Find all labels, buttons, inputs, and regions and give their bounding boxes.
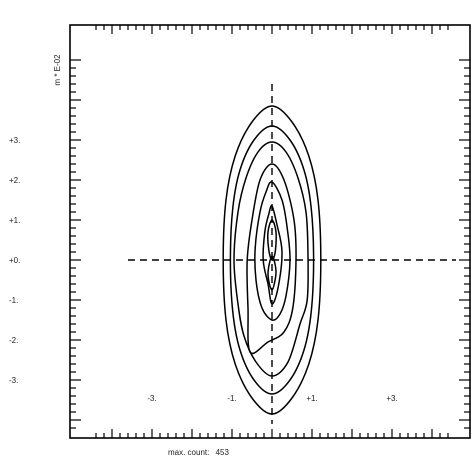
top-tick-marks <box>95 25 449 34</box>
contour-level-8 <box>267 255 277 291</box>
x-tick-label: +1. <box>306 394 317 403</box>
y-tick-label: +1. <box>9 216 20 225</box>
max-count-footer: max. count: 453 <box>168 448 229 457</box>
right-tick-marks <box>459 59 470 429</box>
bottom-tick-marks <box>95 429 449 438</box>
y-tick-label: -2. <box>9 336 18 345</box>
y-tick-label: +3. <box>9 136 20 145</box>
plot-frame <box>69 24 471 439</box>
y-tick-label: -1. <box>9 296 18 305</box>
max-count-label: max. count: <box>168 448 209 457</box>
y-unit-label: m * E-02 <box>53 54 62 86</box>
y-tick-label: +2. <box>9 176 20 185</box>
contour-level-1 <box>222 105 322 415</box>
contour-level-5 <box>254 181 291 321</box>
contour-level-3 <box>233 141 309 377</box>
y-tick-label: +0. <box>9 256 20 265</box>
contour-level-2 <box>229 125 315 395</box>
max-count-value: 453 <box>216 448 230 457</box>
contour-lines <box>222 105 322 415</box>
x-tick-label: +3. <box>386 394 397 403</box>
contour-level-4 <box>246 163 297 355</box>
left-tick-marks <box>70 59 81 429</box>
x-tick-label: -3. <box>147 394 156 403</box>
contour-level-7 <box>267 219 277 261</box>
y-tick-label: -3. <box>9 376 18 385</box>
x-tick-labels: -3. -1. +1. +3. <box>147 394 397 403</box>
contour-level-6 <box>262 204 283 305</box>
y-tick-labels: +3. +2. +1. +0. -1. -2. -3. <box>9 136 20 385</box>
x-tick-label: -1. <box>227 394 236 403</box>
